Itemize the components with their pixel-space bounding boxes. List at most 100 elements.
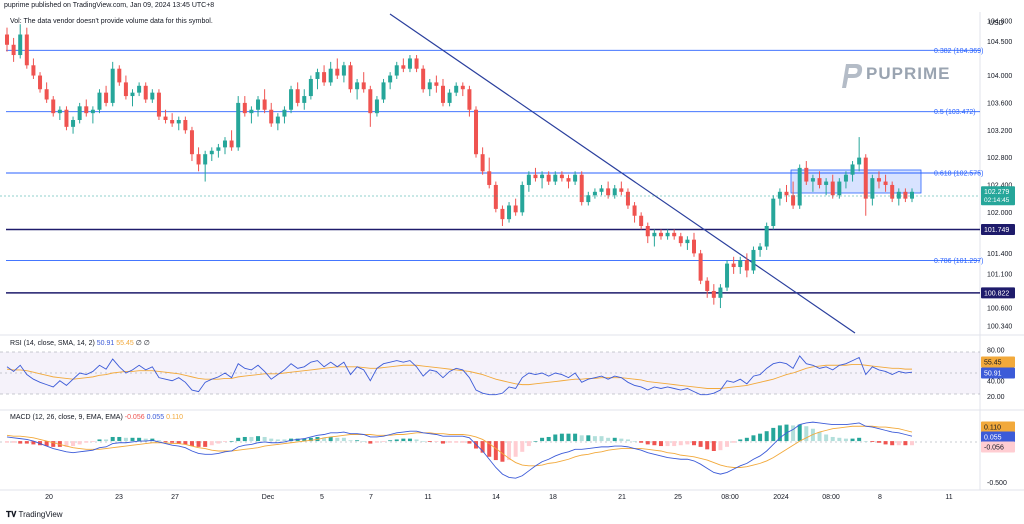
macd-hist-bar: [625, 439, 630, 442]
macd-hist-bar: [328, 436, 333, 442]
candle-body: [480, 154, 485, 172]
macd-hist-bar: [262, 436, 267, 442]
candle-body: [57, 109, 62, 114]
candle-body: [619, 188, 624, 192]
candle-body: [31, 65, 36, 76]
candle-body: [876, 178, 881, 182]
macd-hist-bar: [64, 441, 69, 447]
macd-hist-bar: [110, 436, 115, 442]
candle-body: [824, 181, 829, 185]
time-label-5: 7: [369, 494, 373, 501]
macd-hist-bar: [553, 434, 558, 442]
candle-body: [236, 102, 241, 148]
candle-body: [242, 102, 247, 114]
candle-body: [64, 109, 69, 127]
macd-hist-bar: [910, 441, 914, 446]
candle-body: [308, 78, 313, 97]
macd-hist-bar: [97, 439, 102, 442]
candle-body: [110, 68, 115, 103]
macd-hist-bar: [685, 441, 690, 445]
tradingview-logo-icon: 𝐓𝐕: [6, 510, 17, 519]
macd-hist-bar: [526, 441, 531, 447]
macd-hist-bar: [18, 441, 23, 444]
macd-hist-bar: [222, 441, 227, 442]
macd-hist-bar: [229, 441, 234, 442]
candle-body: [71, 120, 76, 127]
candle-body: [137, 85, 142, 93]
macd-signal-badge: 0.110: [984, 425, 1001, 432]
candle-body: [335, 68, 340, 76]
macd-hist-bar: [242, 436, 247, 442]
macd-hist-bar: [123, 437, 128, 442]
macd-hist-bar: [566, 433, 571, 442]
candle-body: [850, 164, 855, 175]
candle-body: [573, 174, 578, 182]
candle-body: [718, 287, 723, 298]
candle-body: [672, 232, 677, 237]
candle-body: [500, 208, 505, 220]
candle-body: [421, 68, 426, 90]
macd-hist-bar: [84, 441, 89, 443]
macd-hist-bar: [368, 441, 373, 444]
rsi-legend[interactable]: RSI (14, close, SMA, 14, 2) 50.91 55.45 …: [10, 339, 150, 347]
candle-body: [170, 120, 175, 124]
candle-body: [592, 191, 597, 196]
macd-hist-bar: [256, 436, 261, 442]
time-label-13: 08:00: [822, 494, 840, 501]
macd-legend-signal: 0.110: [166, 414, 184, 421]
candle-body: [51, 99, 56, 114]
macd-hist-bar: [77, 441, 82, 445]
macd-hist-bar: [573, 433, 578, 442]
macd-hist-bar: [599, 436, 604, 442]
macd-hist-bar: [692, 441, 697, 446]
macd-hist-bar: [843, 438, 848, 442]
macd-hist-bar: [335, 437, 340, 442]
macd-hist-bar: [427, 441, 432, 442]
candle-body: [857, 157, 862, 165]
candle-body: [117, 68, 122, 83]
candle-body: [209, 150, 214, 155]
time-label-3: Dec: [262, 494, 275, 501]
macd-hist-bar: [130, 437, 135, 442]
macd-hist-bar: [751, 435, 756, 442]
time-label-14: 8: [878, 494, 882, 501]
candle-body: [427, 82, 432, 90]
macd-hist-bar: [903, 441, 908, 446]
price-tick-5: 102.800: [987, 155, 1012, 162]
macd-signal-line: [6, 425, 913, 468]
macd-hist-bar: [546, 436, 551, 442]
macd-legend[interactable]: MACD (12, 26, close, 9, EMA, EMA) -0.056…: [10, 414, 183, 421]
macd-hist-bar: [24, 441, 29, 444]
candle-body: [540, 174, 545, 179]
candle-body: [156, 92, 161, 117]
macd-hist-bar: [407, 438, 412, 442]
macd-hist-bar: [31, 441, 36, 445]
candle-body: [222, 140, 227, 148]
time-label-6: 11: [424, 494, 431, 501]
macd-line: [6, 421, 913, 479]
level-badge-0-bg: [981, 223, 1015, 235]
candle-body: [804, 167, 809, 182]
time-axis: 20 23 27 Dec 5 7 11 14 18 21 25 08:00 2024 08:00 8 11: [45, 494, 953, 501]
candle-body: [553, 174, 558, 182]
time-label-1: 23: [115, 494, 123, 501]
macd-hist-bar: [90, 441, 95, 442]
rsi-value-badge: 50.91: [984, 371, 1002, 378]
candle-body: [355, 82, 360, 90]
fib-levels: 0.382 (104.369) 0.5 (103.472) 0.618 (102.5…: [6, 48, 983, 265]
tradingview-footer[interactable]: 𝐓𝐕 TradingView: [6, 510, 63, 520]
candle-body: [150, 92, 155, 100]
candle-body: [11, 44, 16, 56]
macd-hist-bar: [170, 441, 175, 443]
price-tick-4: 103.200: [987, 128, 1012, 135]
macd-hist-bar: [890, 441, 895, 446]
macd-hist-bar: [863, 441, 868, 442]
macd-hist-bar: [612, 437, 617, 442]
candle-body: [652, 232, 657, 237]
macd-hist-bar: [870, 441, 875, 442]
macd-hist-bar: [698, 441, 703, 447]
macd-hist-bar: [777, 425, 782, 442]
macd-hist-bar: [137, 437, 142, 442]
macd-hist-bar: [632, 441, 637, 442]
